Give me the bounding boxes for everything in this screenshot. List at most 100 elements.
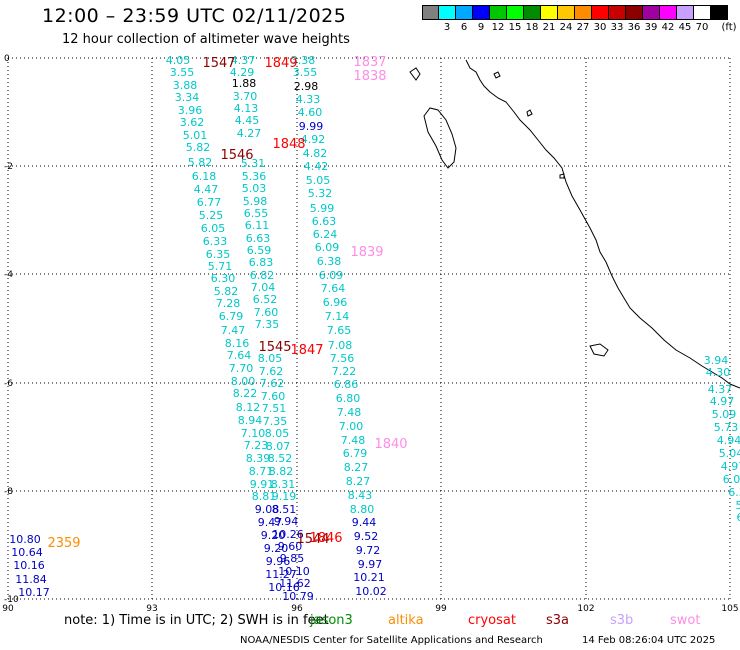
chart-subtitle: 12 hour collection of altimeter wave hei… — [62, 32, 350, 47]
wave-height-value: 6.59 — [247, 244, 272, 257]
wave-height-value: 3.70 — [233, 90, 258, 103]
island-coastline — [423, 107, 457, 169]
wave-height-value: 3.62 — [180, 116, 205, 129]
wave-height-value: 9.19 — [272, 490, 297, 503]
wave-height-value: 5.82 — [186, 141, 211, 154]
track-time-label: 1849 — [264, 56, 297, 71]
track-time-label: 2359 — [47, 536, 80, 551]
wave-height-value: 9.52 — [354, 530, 379, 543]
colorbar-label: 42 — [661, 22, 675, 33]
wave-height-value: 8.31 — [271, 478, 296, 491]
wave-height-value: 4.92 — [301, 133, 326, 146]
wave-height-value: 6.63 — [246, 232, 271, 245]
wave-height-value: 4.82 — [303, 147, 328, 160]
wave-height-value: 5.98 — [243, 195, 268, 208]
wave-height-value: 4.42 — [304, 160, 329, 173]
wave-height-value: 9.99 — [299, 120, 324, 133]
latitude-tick-label: 0 — [4, 54, 10, 64]
small-island — [526, 109, 533, 117]
colorbar-label: 70 — [695, 22, 709, 33]
track-time-label: 1839 — [350, 245, 383, 260]
wave-height-value: 9.20 — [264, 542, 289, 555]
mainland-coastline — [465, 59, 740, 389]
wave-height-value: 6.30 — [211, 272, 236, 285]
wave-height-value: 3.96 — [178, 104, 203, 117]
wave-height-value: 5.31 — [241, 157, 266, 170]
wave-height-value: 7.51 — [262, 402, 287, 415]
wave-height-value: 7.28 — [216, 297, 241, 310]
wave-height-value: 9.60 — [278, 540, 303, 553]
wave-height-value: 3.38 — [291, 54, 316, 67]
wave-height-value: 8.80 — [350, 503, 375, 516]
colorbar-swatch — [643, 5, 660, 20]
wave-height-value: 10.10 — [278, 565, 310, 578]
wave-height-value: 4.47 — [194, 183, 219, 196]
wave-height-value: 3.55 — [293, 66, 318, 79]
wave-height-value: 6.77 — [197, 196, 222, 209]
wave-height-value: 7.48 — [337, 406, 362, 419]
wave-height-value: 6.09 — [319, 269, 344, 282]
longitude-tick-label: 99 — [435, 604, 447, 614]
colorbar-label: 15 — [508, 22, 522, 33]
wave-height-value: 6.18 — [192, 170, 217, 183]
wave-height-value: 4.27 — [237, 127, 262, 140]
longitude-tick-label: 93 — [146, 604, 157, 614]
wave-height-value: 5.82 — [188, 156, 213, 169]
wave-height-value: 11.27 — [265, 568, 297, 581]
wave-height-value: 3.34 — [175, 91, 200, 104]
coastline — [409, 59, 740, 389]
wave-height-value: 9.94 — [274, 515, 299, 528]
wave-height-value: 6.79 — [219, 310, 244, 323]
wave-height-value: 5.36 — [242, 170, 267, 183]
map-grid — [7, 57, 731, 600]
satellite-s3a: s3a — [546, 613, 570, 628]
wave-height-value: 11.84 — [15, 573, 47, 586]
wave-height-value: 5.71 — [208, 260, 233, 273]
colorbar-label: 39 — [644, 22, 658, 33]
wave-height-value: 4.37 — [231, 54, 256, 67]
wave-height-value: 8.27 — [346, 475, 371, 488]
longitude-tick-label: 90 — [2, 604, 14, 614]
wave-height-value: 10.64 — [11, 546, 43, 559]
latitude-tick-label: -10 — [4, 595, 19, 605]
wave-height-value: 5.01 — [183, 129, 208, 142]
wave-height-value: 4.29 — [230, 66, 255, 79]
small-island — [589, 343, 609, 357]
wave-height-value: 6.80 — [336, 392, 361, 405]
wave-height-value: 4.13 — [234, 102, 259, 115]
chart-title: 12:00 – 23:59 UTC 02/11/2025 — [42, 5, 347, 27]
colorbar-swatch — [575, 5, 592, 20]
wave-height-value: 6.96 — [323, 296, 348, 309]
colorbar-swatch — [507, 5, 524, 20]
wave-height-value: 10.79 — [282, 590, 314, 603]
wave-height-value: 6.35 — [206, 248, 231, 261]
wave-height-value: 9.85 — [280, 552, 305, 565]
wave-height-value: 5.05 — [306, 174, 331, 187]
colorbar-swatch — [558, 5, 575, 20]
wave-height-value: 6.24 — [313, 228, 338, 241]
wave-height-value: 10.02 — [355, 585, 387, 598]
colorbar-swatch — [524, 5, 541, 20]
wave-height-value: 4.37 — [708, 383, 733, 396]
colorbar-label: 45 — [678, 22, 692, 33]
satellite-cryosat: cryosat — [468, 613, 516, 628]
track-time-label: 1544 — [296, 532, 329, 547]
track-time-label: 1546 — [220, 148, 253, 163]
colorbar-swatch — [439, 5, 456, 20]
wave-height-value: 9.44 — [352, 516, 377, 529]
colorbar-label: 24 — [559, 22, 573, 33]
wave-height-value: 5.99 — [310, 202, 335, 215]
colorbar-swatch — [541, 5, 558, 20]
track-time-label: 1838 — [353, 69, 386, 84]
wave-height-value: 7.04 — [251, 281, 276, 294]
small-island — [559, 173, 565, 179]
wave-height-value: 7.65 — [327, 324, 352, 337]
wave-height-value: 10.21 — [353, 571, 385, 584]
colorbar-swatch — [456, 5, 473, 20]
latitude-tick-label: -8 — [4, 487, 13, 497]
wave-height-value: 5.82 — [214, 285, 239, 298]
wave-height-value: 6.33 — [203, 235, 228, 248]
satellite-jason3: jason3 — [310, 613, 353, 628]
wave-height-value: 6.11 — [245, 219, 270, 232]
track-time-label: 1847 — [290, 343, 323, 358]
